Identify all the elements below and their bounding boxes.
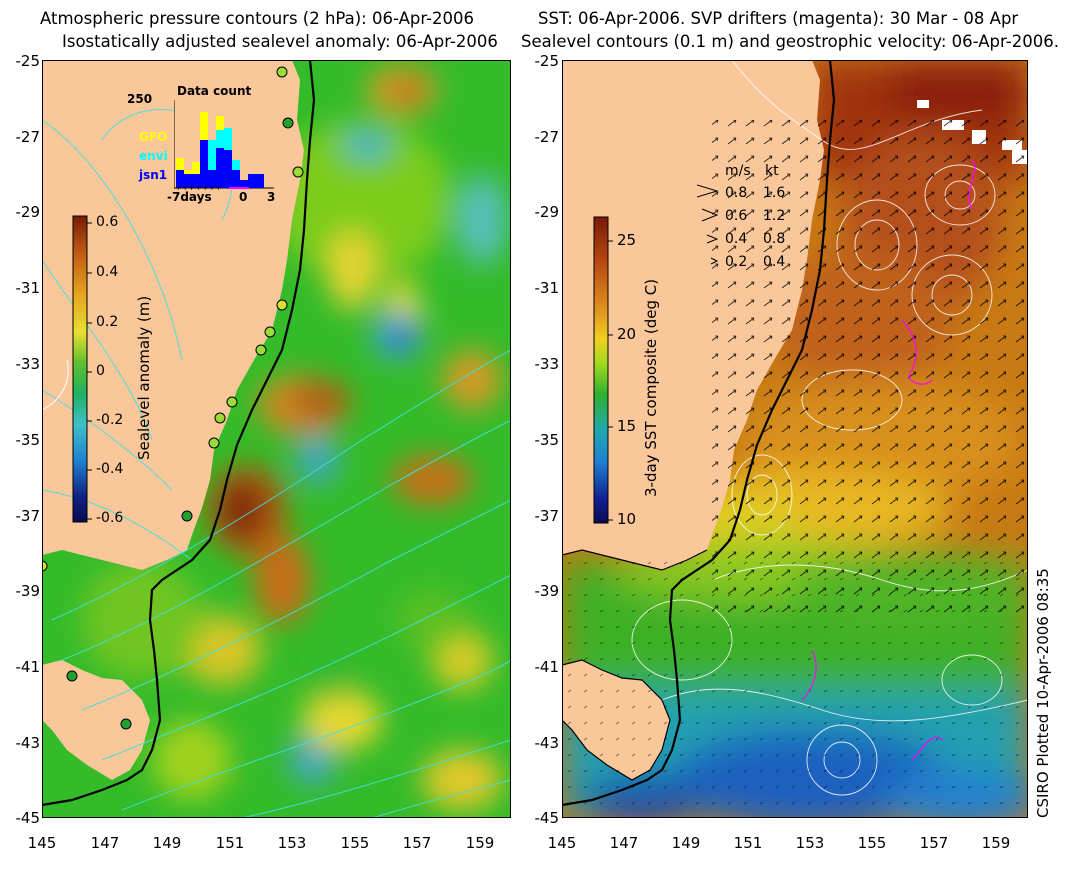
lat-tick: -41 bbox=[15, 658, 41, 676]
coast-depth-line bbox=[42, 60, 316, 807]
lon-tick: 157 bbox=[402, 834, 432, 852]
colorbar-tick: 0 bbox=[96, 363, 105, 379]
lon-tick: 149 bbox=[152, 834, 182, 852]
right-title-line1: SST: 06-Apr-2006. SVP drifters (magenta)… bbox=[538, 9, 1019, 28]
colorbar-tick: -0.2 bbox=[96, 412, 124, 428]
lat-tick: -31 bbox=[534, 279, 560, 297]
lat-tick: -41 bbox=[534, 658, 560, 676]
inset-xlabel-zero: 0 bbox=[239, 190, 248, 204]
inset-title: Data count bbox=[177, 84, 252, 98]
sealevel-colorbar-label: Sealevel anomaly (m) bbox=[135, 295, 153, 460]
lon-tick: 155 bbox=[857, 834, 887, 852]
velocity-legend-row: 0.4 bbox=[763, 254, 786, 270]
sealevel-anomaly-field bbox=[82, 65, 507, 810]
lon-tick: 151 bbox=[733, 834, 763, 852]
colorbar-tick: 0.2 bbox=[96, 314, 119, 330]
velocity-legend-row: 0.6 bbox=[725, 208, 748, 224]
lon-tick: 149 bbox=[671, 834, 701, 852]
left-title-line2: Isostatically adjusted sealevel anomaly:… bbox=[62, 32, 498, 51]
lat-tick: -35 bbox=[534, 431, 560, 449]
inset-legend-gfo: GFO bbox=[139, 130, 168, 144]
lon-tick: 159 bbox=[981, 834, 1011, 852]
lon-tick: 147 bbox=[90, 834, 120, 852]
lat-tick: -33 bbox=[534, 355, 560, 373]
velocity-vectors bbox=[712, 120, 1028, 620]
data-count-inset: 250 Data count GFO envi jsn1 +++++++ -7d… bbox=[127, 84, 287, 214]
colorbar-tick: -0.4 bbox=[96, 461, 124, 477]
lat-tick: -37 bbox=[534, 507, 560, 525]
velocity-legend-row: 1.2 bbox=[763, 208, 786, 224]
lat-tick: -35 bbox=[15, 431, 41, 449]
velocity-legend-row: 0.4 bbox=[725, 231, 748, 247]
lat-tick: -27 bbox=[534, 128, 560, 146]
lon-tick: 145 bbox=[547, 834, 577, 852]
inset-bars bbox=[176, 112, 264, 188]
inset-ymax: 250 bbox=[127, 92, 153, 106]
inset-legend-jsn1: jsn1 bbox=[139, 168, 168, 182]
lat-tick: -37 bbox=[15, 507, 41, 525]
velocity-legend-header-ms: m/s bbox=[725, 163, 751, 179]
tasmania bbox=[42, 660, 150, 780]
sst-colorbar-label: 3-day SST composite (deg C) bbox=[642, 278, 660, 497]
right-map bbox=[562, 60, 1028, 818]
lat-tick: -29 bbox=[15, 203, 41, 221]
lon-tick: 145 bbox=[27, 834, 57, 852]
lat-tick: -31 bbox=[15, 279, 41, 297]
lon-tick: 151 bbox=[215, 834, 245, 852]
colorbar-tick: 10 bbox=[617, 510, 637, 528]
lat-tick: -43 bbox=[534, 734, 560, 752]
colorbar-tick: 20 bbox=[617, 325, 637, 343]
colorbar-tick: 0.4 bbox=[96, 264, 119, 280]
svg-text:+++++++: +++++++ bbox=[175, 183, 222, 190]
lat-tick: -43 bbox=[15, 734, 41, 752]
velocity-legend-row: 0.8 bbox=[763, 231, 786, 247]
credit-text: CSIRO Plotted 10-Apr-2006 08:35 bbox=[1034, 568, 1052, 818]
colorbar-tick: 25 bbox=[617, 231, 637, 249]
colorbar-tick: 15 bbox=[617, 417, 637, 435]
lat-tick: -29 bbox=[534, 203, 560, 221]
lat-tick: -45 bbox=[534, 809, 560, 827]
coast-depth-line bbox=[562, 60, 836, 807]
lon-tick: 153 bbox=[795, 834, 825, 852]
lon-tick: 147 bbox=[609, 834, 639, 852]
lat-tick: -45 bbox=[15, 809, 41, 827]
lon-tick: 155 bbox=[340, 834, 370, 852]
lon-tick: 153 bbox=[277, 834, 307, 852]
lat-tick: -25 bbox=[15, 52, 41, 70]
velocity-legend-row: 0.2 bbox=[725, 254, 748, 270]
colorbar-tick: 0.6 bbox=[96, 214, 119, 230]
svp-drifter-track bbox=[801, 159, 976, 761]
lat-tick: -33 bbox=[15, 355, 41, 373]
lat-tick: -39 bbox=[534, 582, 560, 600]
lat-tick: -39 bbox=[15, 582, 41, 600]
velocity-vectors-south bbox=[562, 560, 1028, 818]
altimeter-stations bbox=[42, 66, 304, 730]
sealevel-colorbar bbox=[72, 215, 92, 523]
colorbar-tick: -0.6 bbox=[96, 510, 124, 526]
lon-tick: 159 bbox=[465, 834, 495, 852]
velocity-legend-row: 1.6 bbox=[763, 185, 786, 201]
velocity-legend: m/s kt 0.8 1.6 0.6 1.2 0.4 0.8 0.2 0.4 bbox=[697, 163, 807, 273]
velocity-legend-row: 0.8 bbox=[725, 185, 748, 201]
lat-tick: -25 bbox=[534, 52, 560, 70]
inset-legend-envi: envi bbox=[139, 149, 168, 163]
right-title-line2: Sealevel contours (0.1 m) and geostrophi… bbox=[521, 32, 1059, 51]
inset-xlabel-start: -7days bbox=[167, 190, 212, 204]
lat-tick: -27 bbox=[15, 128, 41, 146]
velocity-legend-header-kt: kt bbox=[765, 163, 779, 179]
white-contour bbox=[42, 359, 69, 411]
sst-colorbar bbox=[593, 216, 613, 524]
lon-tick: 157 bbox=[919, 834, 949, 852]
left-title-line1: Atmospheric pressure contours (2 hPa): 0… bbox=[40, 9, 475, 28]
inset-xlabel-end: 3 bbox=[267, 190, 276, 204]
left-map bbox=[42, 60, 511, 818]
